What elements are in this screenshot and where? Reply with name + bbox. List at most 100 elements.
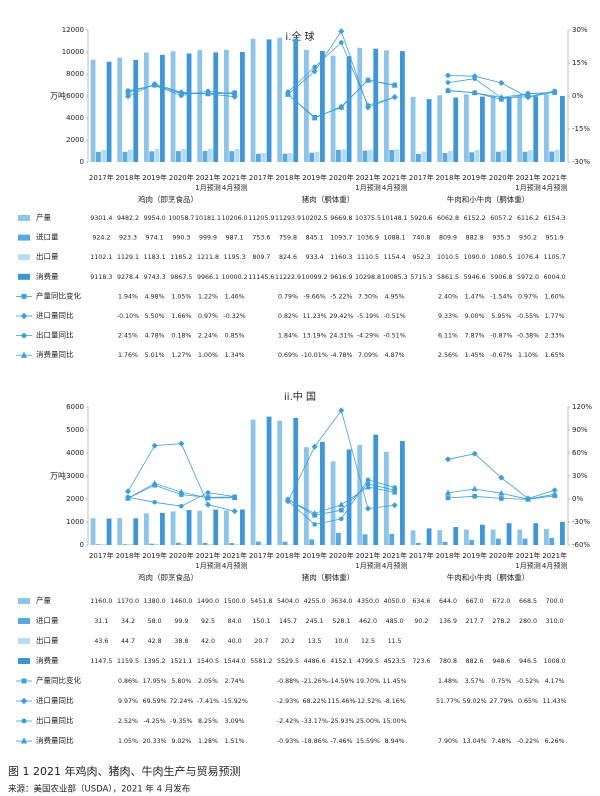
table-cell: 1195.3 bbox=[224, 254, 246, 261]
table-cell: -2.42% bbox=[277, 718, 299, 725]
table-cell: 9669.8 bbox=[330, 215, 352, 222]
bar bbox=[362, 150, 368, 162]
table-cell: 1.27% bbox=[171, 352, 191, 359]
table-cell: 933.4 bbox=[306, 254, 324, 261]
line-marker bbox=[498, 94, 505, 100]
source: 来源：美国农业部（USDA），2021 年 4 月发布 bbox=[8, 784, 190, 795]
line-marker bbox=[178, 440, 185, 447]
bar bbox=[197, 50, 203, 162]
bar bbox=[362, 534, 368, 545]
line-marker bbox=[445, 489, 451, 496]
table-cell: 948.6 bbox=[492, 658, 510, 665]
y-tick-label: 0 bbox=[80, 541, 84, 549]
bar bbox=[256, 541, 261, 545]
bar bbox=[421, 151, 427, 162]
table-cell: 245.1 bbox=[306, 618, 324, 625]
table-cell: 0.65% bbox=[518, 698, 538, 705]
group-label: 猪肉（胴体重） bbox=[302, 194, 355, 204]
line-marker bbox=[312, 522, 317, 527]
table-cell: 5715.3 bbox=[410, 274, 432, 281]
table-cell: 672.0 bbox=[492, 598, 510, 605]
table-cell: 4350.0 bbox=[357, 598, 379, 605]
table-cell: 5906.8 bbox=[490, 274, 512, 281]
line-marker bbox=[391, 502, 398, 509]
table-cell: 0.79% bbox=[278, 293, 298, 300]
y2-tick-label: -15% bbox=[572, 125, 590, 133]
table-cell: 1.77% bbox=[545, 313, 565, 320]
bar bbox=[501, 150, 507, 162]
table-cell: 759.8 bbox=[279, 235, 297, 242]
line-marker bbox=[231, 89, 238, 96]
group-label: 鸡肉（即烹食品） bbox=[138, 194, 198, 204]
table-cell: -7.46% bbox=[330, 738, 352, 745]
table-cell: 84.0 bbox=[228, 618, 242, 625]
x-tick-note: 4月预测 bbox=[382, 561, 407, 570]
bar bbox=[528, 150, 533, 162]
table-cell: 5404.0 bbox=[277, 598, 299, 605]
line-marker bbox=[471, 89, 478, 96]
table-cell: 10206.0 bbox=[222, 215, 248, 222]
table-cell: 9482.2 bbox=[117, 215, 139, 222]
bar bbox=[197, 510, 203, 545]
bar bbox=[560, 521, 565, 545]
table-cell: 1008.0 bbox=[544, 658, 566, 665]
table-cell: 44.7 bbox=[121, 638, 135, 645]
x-tick-label: 2018年 bbox=[276, 173, 301, 182]
line-marker bbox=[498, 489, 505, 496]
x-tick-note: 4月预测 bbox=[542, 183, 567, 192]
table-cell: 29.42% bbox=[329, 313, 353, 320]
legend-marker bbox=[21, 718, 27, 724]
table-cell: 644.0 bbox=[439, 598, 457, 605]
bar bbox=[480, 524, 485, 545]
x-tick-label: 2017年 bbox=[409, 173, 434, 182]
table-cell: -0.10% bbox=[117, 313, 139, 320]
table-cell: 43.6 bbox=[94, 638, 108, 645]
table-cell: 5946.6 bbox=[464, 274, 486, 281]
line-marker bbox=[338, 407, 345, 414]
bar bbox=[186, 510, 192, 545]
bar bbox=[176, 542, 181, 545]
legend-marker bbox=[21, 333, 27, 339]
line-marker bbox=[525, 90, 531, 96]
bar bbox=[416, 153, 421, 162]
table-cell: 17.95% bbox=[143, 678, 167, 685]
bar bbox=[517, 529, 523, 545]
table-cell: 6.26% bbox=[545, 738, 565, 745]
line-marker bbox=[205, 90, 211, 97]
table-cell: 1160.0 bbox=[90, 598, 112, 605]
table-cell: 4050.0 bbox=[384, 598, 406, 605]
bar bbox=[229, 151, 235, 162]
bar bbox=[506, 97, 512, 162]
table-cell: 845.1 bbox=[306, 235, 324, 242]
x-tick-label: 2017年 bbox=[249, 551, 274, 560]
table-cell: 27.79% bbox=[489, 698, 513, 705]
bar bbox=[122, 151, 128, 162]
bar bbox=[549, 537, 555, 545]
table-cell: 1160.3 bbox=[330, 254, 352, 261]
group-label: 猪肉（胴体重） bbox=[302, 572, 355, 582]
table-cell: 9743.3 bbox=[144, 274, 166, 281]
y-tick-label: 4000 bbox=[66, 449, 84, 457]
table-cell: 0.69% bbox=[278, 352, 298, 359]
bar bbox=[560, 95, 565, 162]
table-cell: 9301.4 bbox=[90, 215, 112, 222]
line-marker bbox=[179, 503, 184, 509]
table-cell: 1105.7 bbox=[544, 254, 566, 261]
bar bbox=[437, 95, 443, 162]
bar bbox=[144, 52, 149, 163]
bar bbox=[554, 149, 560, 162]
table-cell: 485.0 bbox=[386, 618, 404, 625]
line-marker bbox=[551, 88, 558, 95]
x-tick-label: 2021年 bbox=[222, 551, 247, 560]
table-cell: 0.18% bbox=[171, 333, 191, 340]
line-marker bbox=[231, 508, 238, 515]
table-cell: 13.04% bbox=[463, 738, 487, 745]
table-cell: -18.86% bbox=[302, 738, 328, 745]
x-tick-note: 1月预测 bbox=[515, 561, 540, 570]
table-cell: 31.1 bbox=[94, 618, 108, 625]
table-cell: 7.30% bbox=[358, 293, 378, 300]
bar bbox=[106, 61, 112, 162]
table-cell: 5.80% bbox=[171, 678, 191, 685]
table-cell: 5861.5 bbox=[437, 274, 459, 281]
bar bbox=[304, 447, 309, 545]
